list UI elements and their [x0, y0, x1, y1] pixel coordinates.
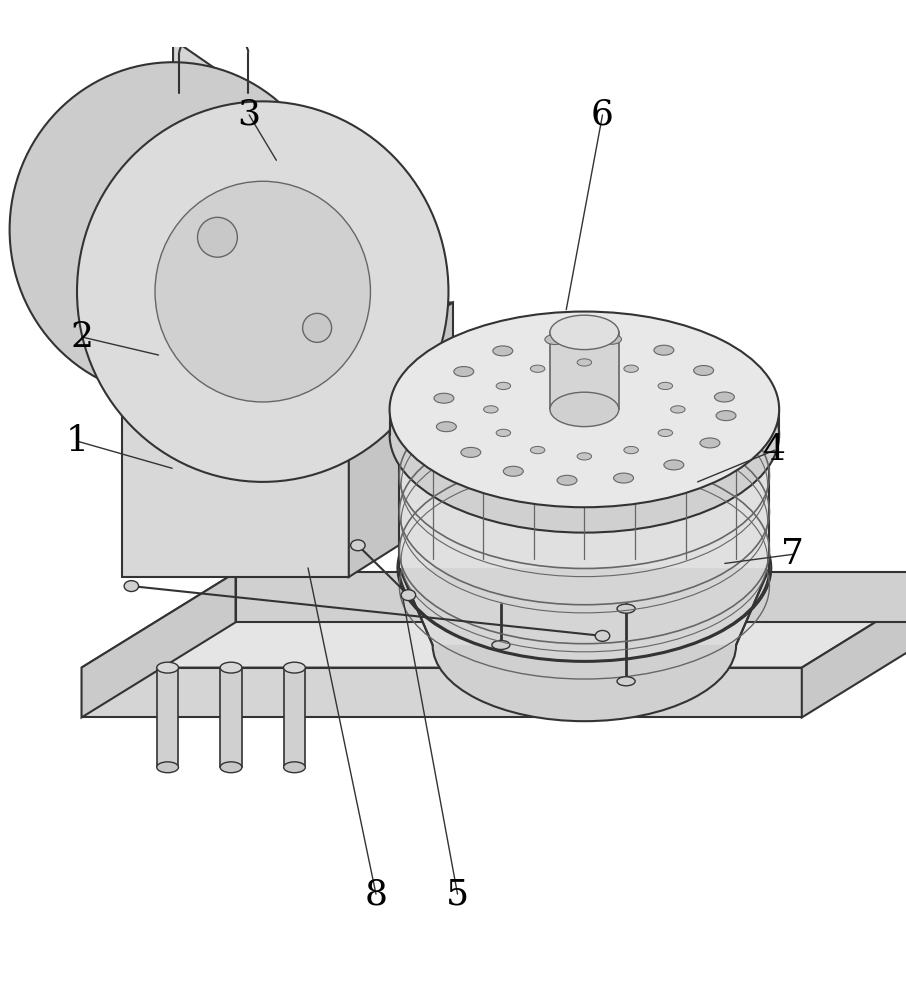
Ellipse shape: [400, 475, 769, 661]
Ellipse shape: [694, 366, 714, 375]
Ellipse shape: [624, 446, 639, 454]
Ellipse shape: [484, 406, 498, 413]
Ellipse shape: [437, 422, 457, 432]
Text: 5: 5: [446, 877, 469, 911]
Ellipse shape: [390, 337, 779, 533]
Ellipse shape: [220, 662, 242, 673]
Polygon shape: [284, 668, 305, 767]
Ellipse shape: [602, 334, 622, 344]
Ellipse shape: [670, 406, 685, 413]
Ellipse shape: [157, 762, 178, 773]
Polygon shape: [550, 332, 619, 409]
Polygon shape: [82, 668, 802, 717]
Ellipse shape: [658, 429, 672, 437]
Text: 1: 1: [65, 424, 89, 458]
Ellipse shape: [715, 392, 735, 402]
Polygon shape: [400, 568, 769, 645]
Ellipse shape: [303, 313, 332, 342]
Ellipse shape: [157, 662, 178, 673]
Ellipse shape: [664, 460, 684, 470]
Ellipse shape: [10, 62, 336, 397]
Ellipse shape: [401, 590, 416, 601]
Ellipse shape: [504, 466, 524, 476]
Ellipse shape: [492, 640, 510, 649]
Polygon shape: [157, 668, 178, 767]
Ellipse shape: [284, 762, 305, 773]
Polygon shape: [400, 435, 769, 568]
Ellipse shape: [220, 762, 242, 773]
Ellipse shape: [496, 382, 511, 390]
Ellipse shape: [124, 581, 139, 592]
Ellipse shape: [617, 604, 635, 613]
Text: 3: 3: [237, 98, 261, 132]
Ellipse shape: [716, 411, 736, 421]
Ellipse shape: [530, 365, 545, 372]
Polygon shape: [236, 572, 906, 622]
Text: 6: 6: [591, 98, 614, 132]
Ellipse shape: [654, 345, 674, 355]
Text: 2: 2: [70, 320, 93, 354]
Ellipse shape: [77, 101, 448, 482]
Ellipse shape: [454, 367, 474, 377]
Ellipse shape: [617, 677, 635, 686]
Ellipse shape: [155, 181, 371, 402]
Ellipse shape: [557, 475, 577, 485]
Ellipse shape: [624, 365, 639, 372]
Polygon shape: [349, 302, 453, 577]
Ellipse shape: [284, 662, 305, 673]
Polygon shape: [122, 302, 453, 369]
Ellipse shape: [198, 217, 237, 257]
Polygon shape: [173, 39, 263, 482]
Ellipse shape: [658, 382, 672, 390]
Ellipse shape: [434, 393, 454, 403]
Text: 4: 4: [763, 433, 786, 467]
Ellipse shape: [577, 453, 592, 460]
Polygon shape: [82, 572, 906, 668]
Ellipse shape: [390, 312, 779, 507]
Ellipse shape: [545, 335, 564, 345]
Ellipse shape: [461, 447, 481, 457]
Ellipse shape: [496, 429, 511, 437]
Ellipse shape: [595, 630, 610, 641]
Ellipse shape: [351, 540, 365, 551]
Ellipse shape: [550, 315, 619, 350]
Polygon shape: [220, 668, 242, 767]
Polygon shape: [82, 572, 236, 717]
Text: 8: 8: [364, 877, 388, 911]
Ellipse shape: [530, 446, 545, 454]
Ellipse shape: [550, 392, 619, 427]
Ellipse shape: [577, 359, 592, 366]
Ellipse shape: [493, 346, 513, 356]
Polygon shape: [122, 369, 349, 577]
Text: 7: 7: [781, 537, 805, 571]
Ellipse shape: [613, 473, 633, 483]
Ellipse shape: [433, 569, 736, 721]
Ellipse shape: [700, 438, 720, 448]
Polygon shape: [802, 572, 906, 717]
